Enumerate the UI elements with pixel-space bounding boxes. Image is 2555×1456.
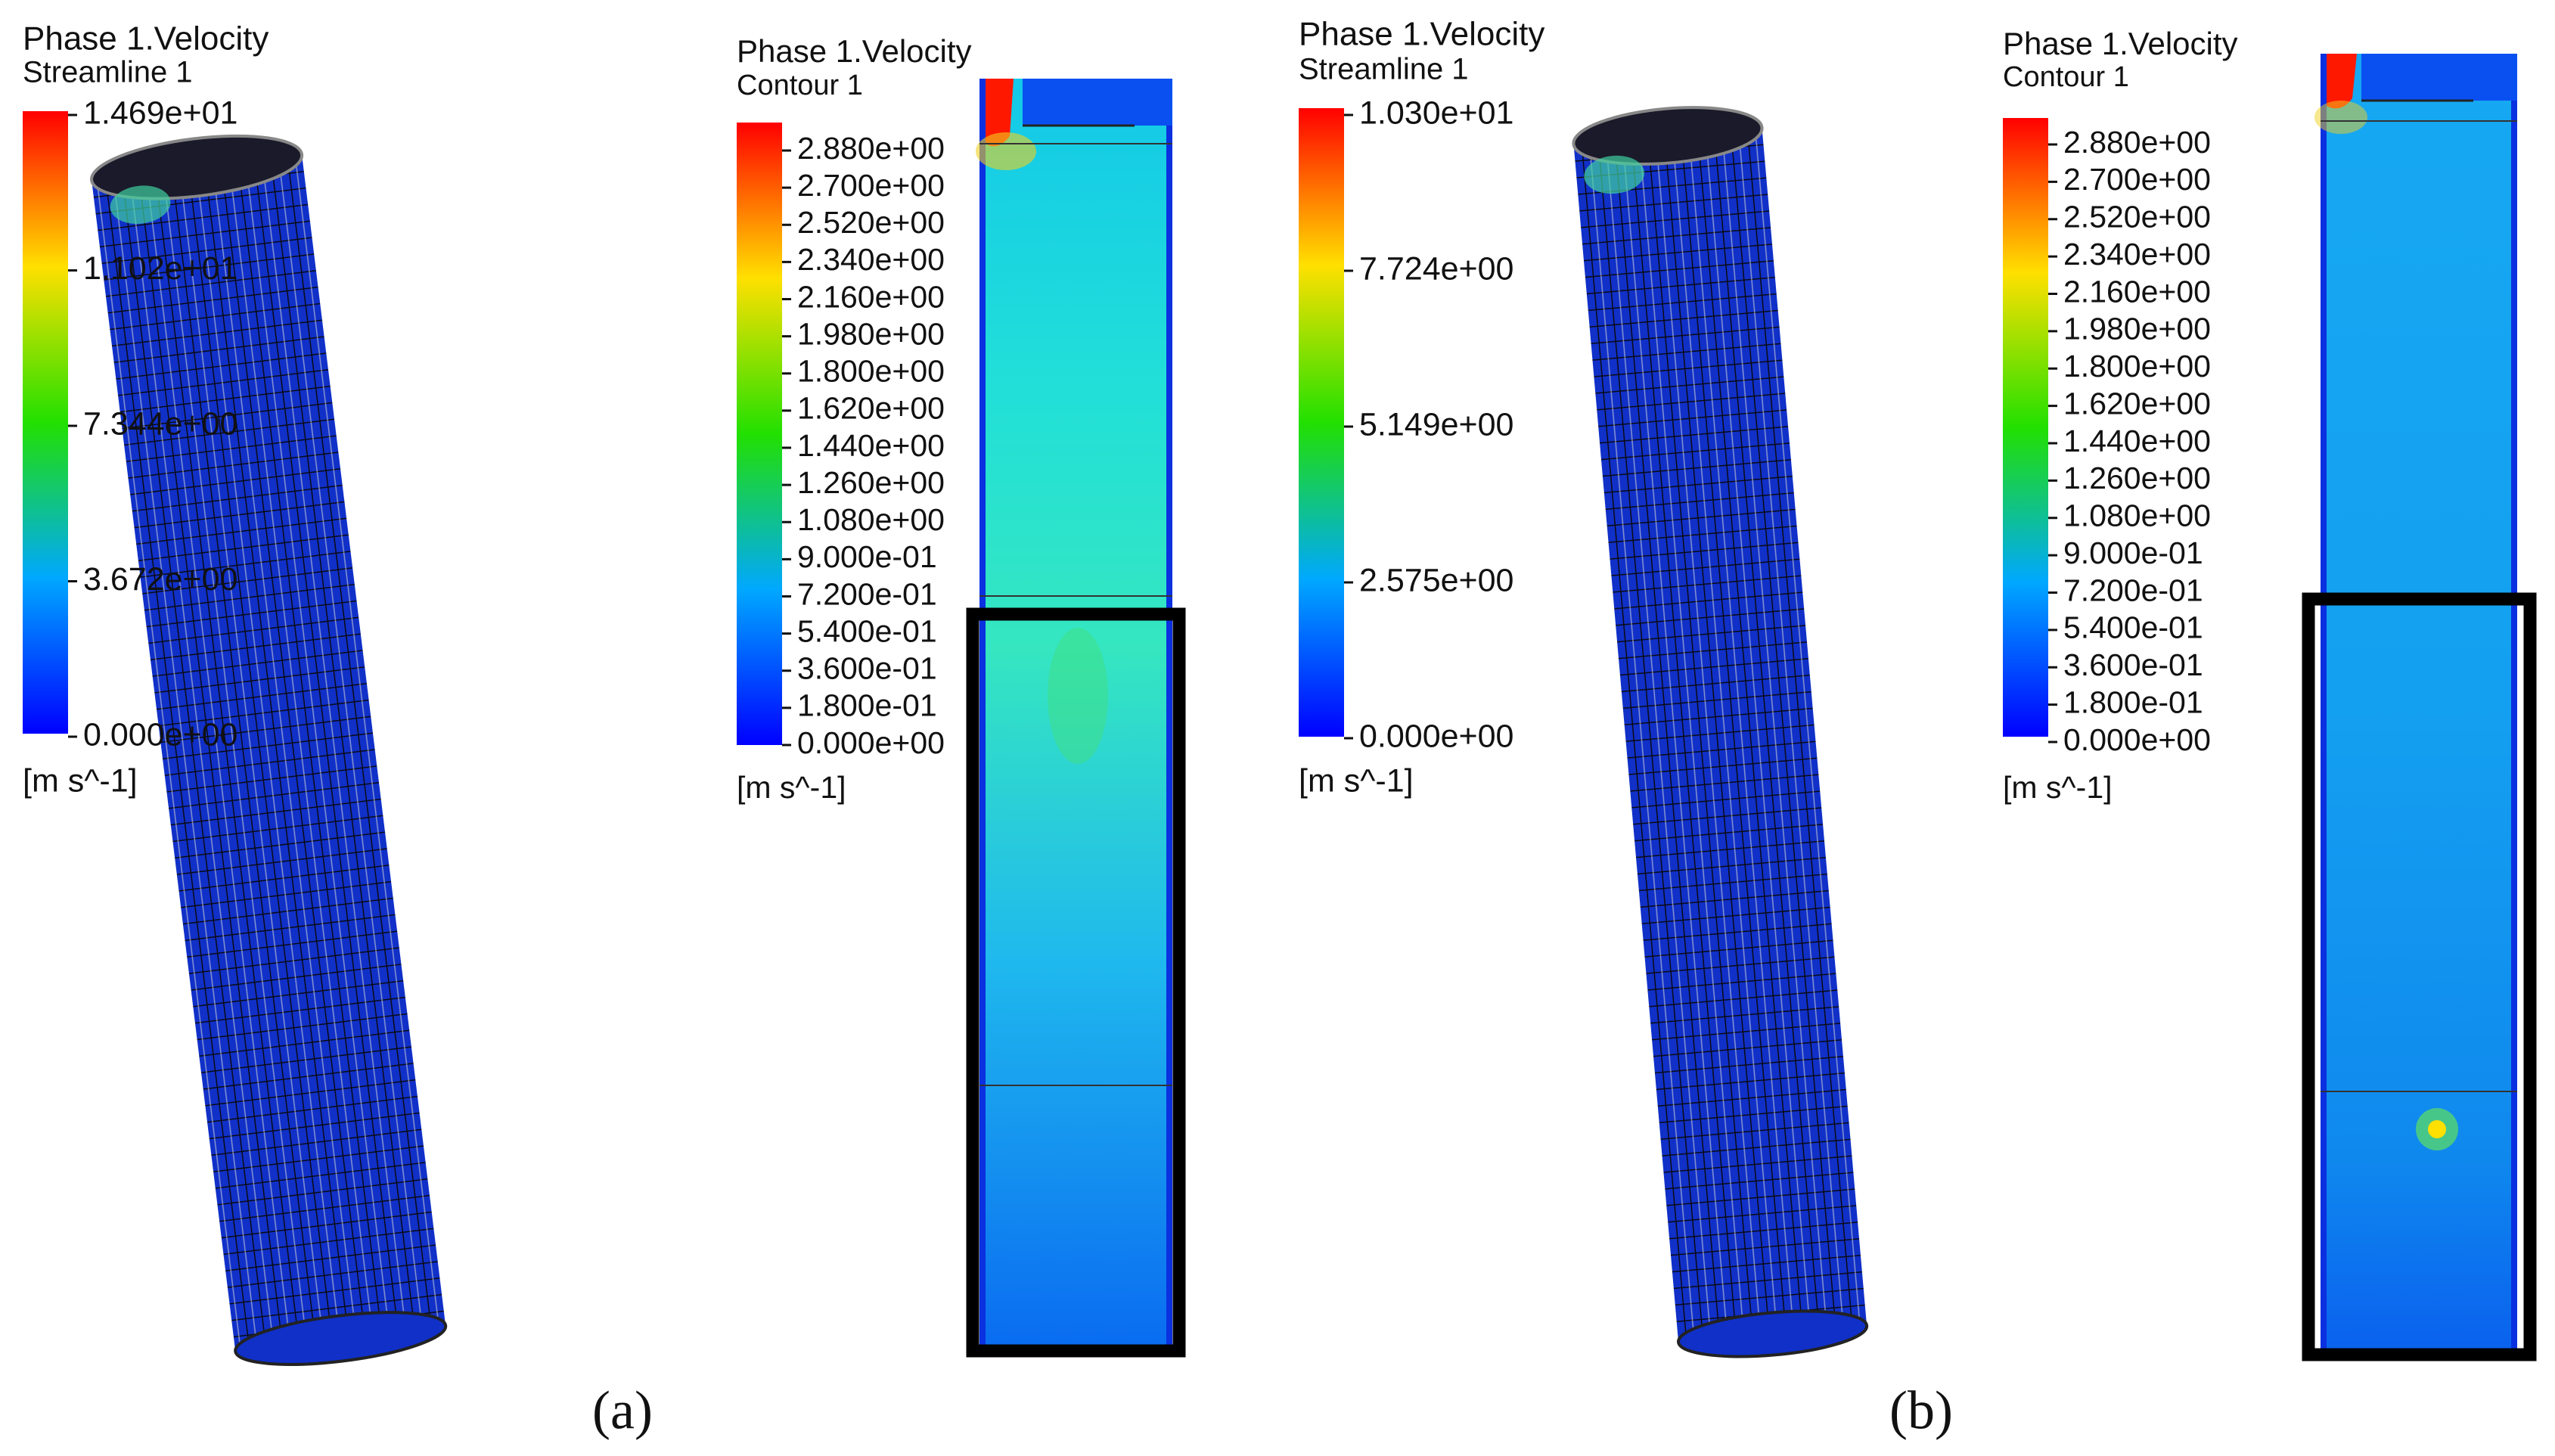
legend-title: Phase 1.Velocity [1299,16,1544,53]
colorbar-label: 2.160e+00 [2063,274,2211,309]
colorbar-label: 0.000e+00 [1359,718,1513,754]
colorbar-label: 1.800e+00 [797,354,945,389]
legend-units: [m s^-1] [2003,770,2113,805]
colorbar-label: 3.672e+00 [83,561,237,598]
colorbar-label: 2.340e+00 [2063,237,2211,272]
colorbar-label: 1.102e+01 [83,250,237,287]
legend-title: Phase 1.Velocity [737,33,972,69]
colorbar-label: 1.980e+00 [797,316,945,351]
legend-subtitle: Contour 1 [2003,61,2129,93]
legend-subtitle: Streamline 1 [1299,53,1469,86]
colorbar-label: 1.620e+00 [2063,386,2211,421]
colorbar-label: 1.800e-01 [797,688,937,723]
colorbar-label: 2.880e+00 [2063,125,2211,160]
colorbar-label: 2.700e+00 [2063,162,2211,197]
legend-units: [m s^-1] [23,762,138,799]
colorbar [2003,118,2048,737]
colorbar-label: 9.000e-01 [797,539,937,574]
colorbar-label: 1.080e+00 [2063,498,2211,533]
colorbar-label: 7.200e-01 [2063,573,2203,607]
colorbar-label: 3.600e-01 [797,651,937,686]
panel-label: (a) [592,1380,653,1441]
colorbar [737,123,782,745]
colorbar-label: 1.260e+00 [2063,461,2211,495]
cylinder-b [1572,106,1869,1358]
colorbar-label: 1.080e+00 [797,502,945,537]
colorbar-label: 7.344e+00 [83,405,237,442]
colorbar-label: 2.520e+00 [2063,200,2211,234]
colorbar [23,111,68,734]
colorbar-label: 1.030e+01 [1359,95,1513,131]
legend-title: Phase 1.Velocity [23,20,269,57]
colorbar-label: 0.000e+00 [797,725,945,760]
colorbar-label: 2.575e+00 [1359,562,1513,598]
colorbar-label: 1.440e+00 [797,428,945,463]
colorbar-label: 1.800e+00 [2063,349,2211,383]
colorbar-label: 1.469e+01 [83,95,237,131]
legend-subtitle: Streamline 1 [23,56,193,89]
contour-a [966,79,1186,1358]
colorbar-label: 2.160e+00 [797,279,945,314]
colorbar-label: 2.700e+00 [797,168,945,203]
contour-b [2302,54,2537,1361]
colorbar-label: 1.260e+00 [797,465,945,500]
colorbar-label: 3.600e-01 [2063,647,2203,682]
legend-units: [m s^-1] [1299,762,1414,799]
colorbar-label: 9.000e-01 [2063,536,2203,570]
colorbar-label: 5.400e-01 [797,613,937,648]
colorbar-label: 0.000e+00 [2063,722,2211,757]
colorbar-label: 7.724e+00 [1359,250,1513,287]
colorbar-label: 1.800e-01 [2063,685,2203,719]
colorbar-label: 5.149e+00 [1359,406,1513,442]
cylinder-a [90,134,448,1366]
colorbar-label: 2.340e+00 [797,242,945,277]
colorbar [1299,108,1344,737]
colorbar-label: 7.200e-01 [797,576,937,611]
colorbar-label: 1.440e+00 [2063,424,2211,458]
colorbar-label: 5.400e-01 [2063,610,2203,645]
legend-units: [m s^-1] [737,770,846,805]
colorbar-label: 2.880e+00 [797,131,945,166]
colorbar-label: 0.000e+00 [83,716,237,753]
colorbar-label: 2.520e+00 [797,205,945,240]
legend-subtitle: Contour 1 [737,70,863,101]
legend-title: Phase 1.Velocity [2003,26,2238,61]
colorbar-label: 1.620e+00 [797,391,945,426]
panel-label: (b) [1889,1380,1953,1441]
colorbar-label: 1.980e+00 [2063,312,2211,346]
